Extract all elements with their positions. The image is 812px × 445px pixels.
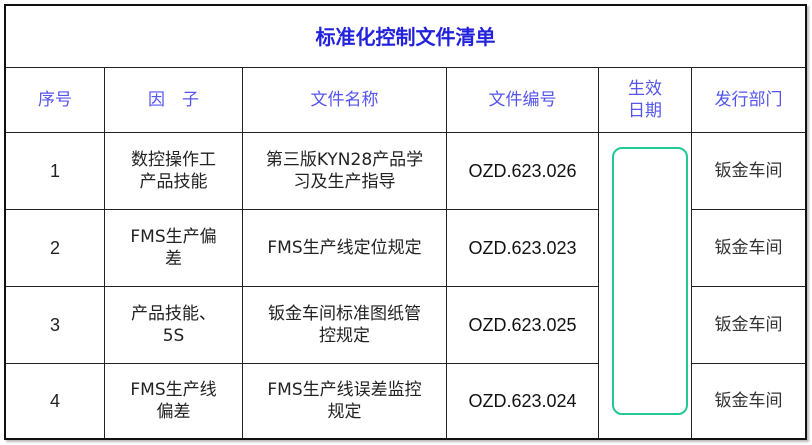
cell-dept: 钣金车间 — [692, 133, 805, 210]
cell-no: 3 — [6, 287, 105, 364]
cell-no: 4 — [6, 364, 105, 438]
cell-name: 第三版KYN28产品学习及生产指导 — [243, 133, 447, 210]
cell-code: OZD.623.025 — [447, 287, 599, 364]
cell-code: OZD.623.023 — [447, 210, 599, 287]
cell-no: 1 — [6, 133, 105, 210]
highlight-box — [612, 147, 688, 415]
cell-date — [599, 364, 692, 438]
document-table: 标准化控制文件清单 序号因 子文件名称 文件编号 生效日期 发行部门 1 数控操作工产品技能… — [4, 4, 807, 440]
header-date: 生效日期 — [599, 68, 692, 133]
cell-factor: 产品技能、5S — [105, 287, 243, 364]
cell-date — [599, 287, 692, 364]
cell-factor: FMS生产偏差 — [105, 210, 243, 287]
cell-dept: 钣金车间 — [692, 210, 805, 287]
header-name: 文件名称 — [243, 68, 447, 133]
header-dept: 发行部门 — [692, 68, 805, 133]
cell-name: FMS生产线定位规定 — [243, 210, 447, 287]
cell-dept: 钣金车间 — [714, 391, 783, 411]
cell-dept: 钣金车间 — [692, 287, 805, 364]
cell-factor: FMS生产线偏差 — [105, 364, 243, 438]
cell-no: 2 — [6, 210, 105, 287]
cell-name: 钣金车间标准图纸管控规定 — [243, 287, 447, 364]
cell-date — [599, 133, 692, 210]
header-factor: 因 子 — [105, 68, 243, 133]
header-code: 文件编号 — [447, 68, 599, 133]
cell-date — [599, 210, 692, 287]
cell-code: OZD.623.026 — [447, 133, 599, 210]
cell-code: OZD.623.024 — [447, 364, 599, 438]
header-no: 序号 — [6, 68, 105, 133]
cell-name: FMS生产线误差监控规定 — [243, 364, 447, 438]
cell-factor: 数控操作工产品技能 — [105, 133, 243, 210]
table-title: 标准化控制文件清单 — [6, 6, 805, 68]
